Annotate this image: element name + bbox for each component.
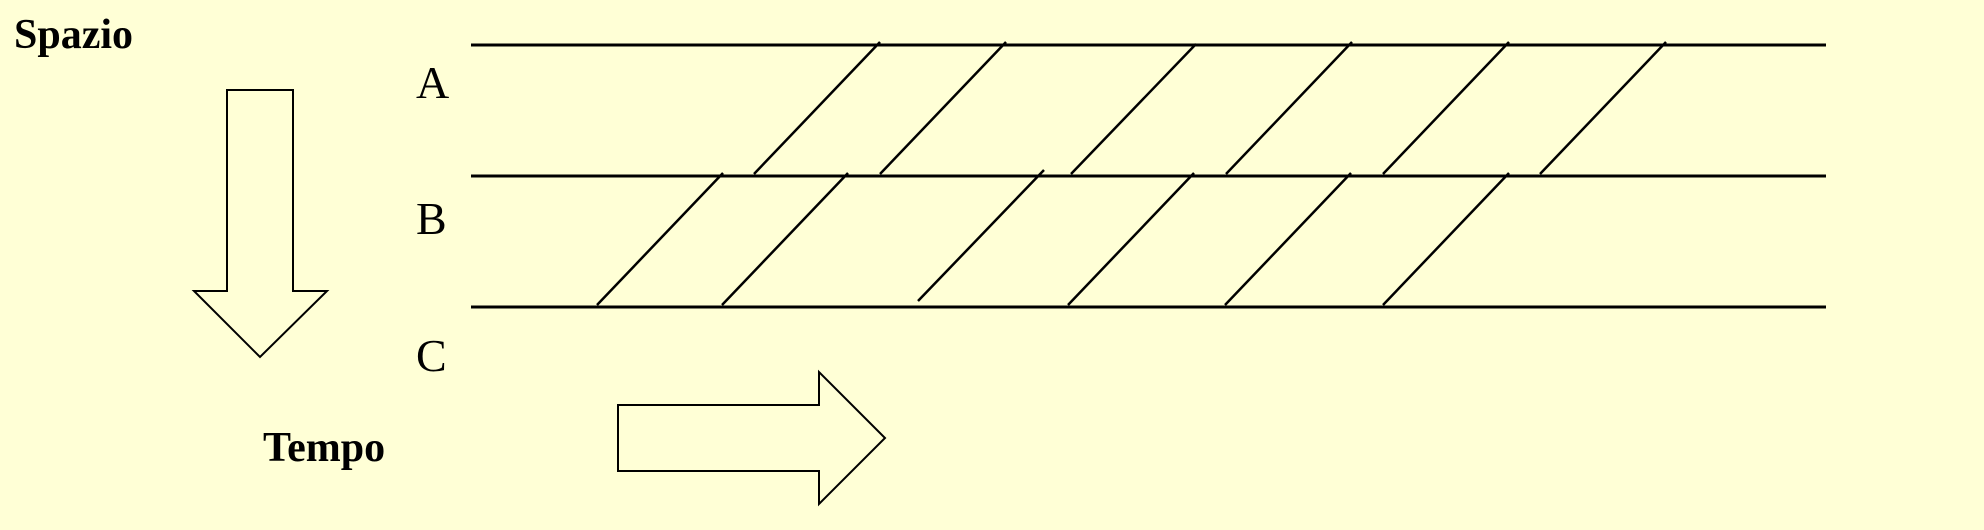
transfer-line [1382, 41, 1510, 175]
row-label-b: B [416, 193, 447, 244]
space-arrow-icon [191, 89, 330, 359]
row-label-c: C [416, 330, 447, 381]
row-label-a: A [416, 57, 450, 108]
transfer-line [721, 172, 849, 306]
transfer-line [1070, 43, 1197, 175]
transfer-line [1539, 41, 1667, 175]
transfer-line [879, 41, 1007, 175]
transfers-b-to-c [596, 169, 1510, 306]
transfer-line [1225, 41, 1353, 175]
transfer-line [917, 169, 1045, 302]
transfer-line [596, 172, 724, 306]
time-axis-label: Tempo [263, 425, 386, 471]
transfer-line [753, 41, 881, 175]
transfers-a-to-b [753, 41, 1667, 175]
time-arrow-icon [617, 369, 887, 507]
transfer-line [1382, 172, 1510, 306]
transfer-line [1067, 172, 1195, 306]
space-axis-label: Spazio [14, 12, 134, 58]
transfer-line [1224, 172, 1352, 306]
